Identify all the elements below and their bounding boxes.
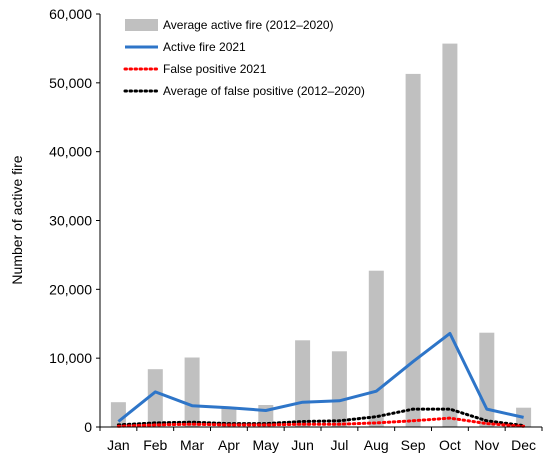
x-tick-label-may: May [253,437,279,453]
bar-jun [295,340,311,427]
legend-item: Active fire 2021 [125,40,246,54]
legend: Average active fire (2012–2020) Active fi… [123,18,365,98]
line-series-group [116,331,526,428]
y-axis-title: Number of active fire [9,155,25,284]
bar-jul [331,351,347,427]
bar-oct [442,43,458,427]
bar-sep [405,73,421,428]
x-tick-label-feb: Feb [143,437,167,453]
legend-item: Average of false positive (2012–2020) [123,84,365,98]
y-tick-label: 40,000 [49,144,92,160]
legend-item: Average active fire (2012–2020) [125,18,334,32]
y-tick-label: 10,000 [49,350,92,366]
x-tick-label-jun: Jun [291,437,314,453]
x-tick-label-oct: Oct [439,437,461,453]
x-tick-label-dec: Dec [511,437,536,453]
x-tick-label-aug: Aug [364,437,389,453]
legend-label: False positive 2021 [163,62,267,76]
legend-swatch-bar [125,19,158,31]
legend-label: Average active fire (2012–2020) [163,18,334,32]
x-tick-label-jan: Jan [107,437,130,453]
line-active-fire-2021 [117,331,524,423]
bar-nov [479,332,495,427]
legend-label: Average of false positive (2012–2020) [163,84,365,98]
axes: 0 10,000 20,000 30,000 40,000 50,000 60,000 Jan… [49,6,543,453]
x-tick-label-mar: Mar [180,437,204,453]
bar-aug [368,270,384,427]
x-tick-label-sep: Sep [401,437,426,453]
line-average-of-false-positive-2012-2020 [116,407,526,428]
y-tick-label: 0 [84,419,92,435]
line-false-positive-2021 [116,416,526,428]
bar-feb [147,369,163,427]
bar-jan [110,402,126,427]
x-tick-label-apr: Apr [218,437,240,453]
x-tick-label-jul: Jul [330,437,348,453]
legend-label: Active fire 2021 [163,40,246,54]
bar-mar [184,357,200,427]
x-tick-label-nov: Nov [474,437,499,453]
legend-item: False positive 2021 [123,62,267,76]
y-tick-label: 50,000 [49,75,92,91]
y-tick-label: 60,000 [49,6,92,22]
y-tick-label: 30,000 [49,213,92,229]
bar-series [110,43,532,428]
y-tick-label: 20,000 [49,281,92,297]
